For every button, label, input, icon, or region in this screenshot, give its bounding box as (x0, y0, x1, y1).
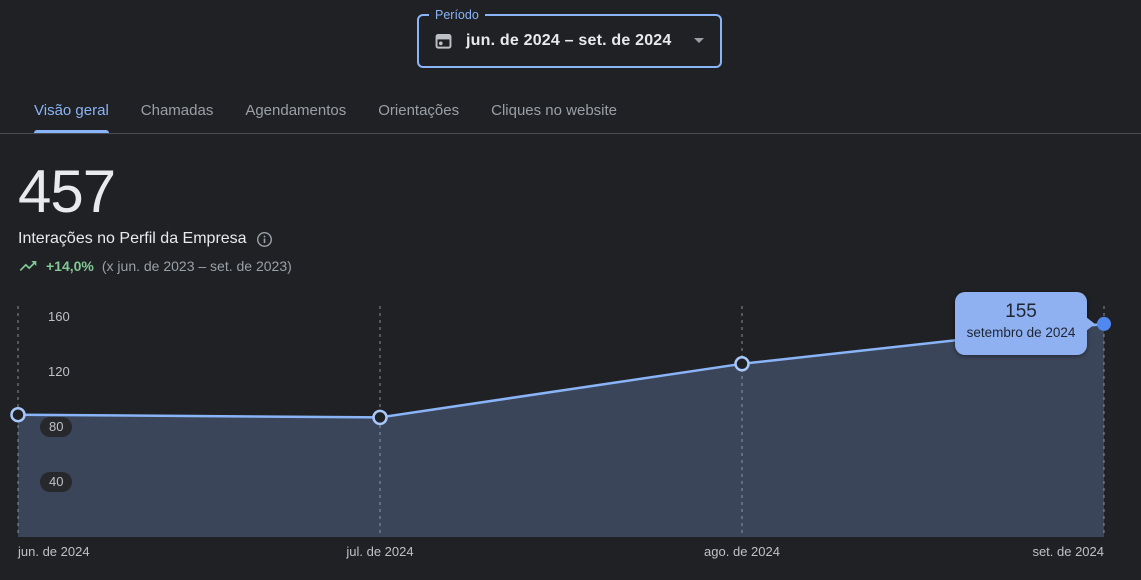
calendar-icon (435, 34, 452, 49)
data-point-ago-de-2024[interactable] (734, 356, 750, 372)
x-axis-label: ago. de 2024 (704, 544, 780, 559)
tab-visao-geral[interactable]: Visão geral (34, 102, 109, 133)
y-axis-tick: 160 (48, 309, 70, 325)
tooltip-date: setembro de 2024 (966, 324, 1076, 340)
chart-area-fill (18, 323, 1104, 537)
chart-tooltip: 155 setembro de 2024 (955, 291, 1095, 355)
x-axis-label: jun. de 2024 (18, 544, 90, 559)
trending-up-icon (19, 261, 37, 271)
metric-total: 457 (18, 158, 116, 225)
info-icon[interactable] (256, 231, 273, 248)
trend-percentage: +14,0% (46, 258, 94, 274)
comparison-period: (x jun. de 2023 – set. de 2023) (101, 258, 292, 274)
metric-label: Interações no Perfil da Empresa (18, 230, 247, 247)
interactions-chart: 160 120 80 40 jun. de 2024 jul. de 2024 … (10, 291, 1111, 559)
chart-line (17, 322, 1105, 419)
period-picker[interactable]: Período jun. de 2024 – set. de 2024 (417, 8, 722, 68)
dropdown-arrow-icon (694, 38, 704, 43)
period-value: jun. de 2024 – set. de 2024 (466, 31, 672, 49)
period-label: Período (435, 8, 479, 22)
tab-cliques-no-website[interactable]: Cliques no website (491, 102, 618, 119)
data-point-jul-de-2024[interactable] (372, 409, 388, 426)
tooltip-value: 155 (1005, 300, 1037, 322)
tab-orientacoes[interactable]: Orientações (378, 102, 460, 119)
area-chart (10, 306, 1111, 537)
tab-chamadas[interactable]: Chamadas (140, 102, 214, 119)
y-axis-tick: 40 (40, 472, 73, 492)
x-axis-label: set. de 2024 (1032, 544, 1104, 559)
tab-bar: Visão geral Chamadas Agendamentos Orient… (0, 97, 1141, 134)
data-point-set-de-2024[interactable] (1097, 316, 1111, 331)
data-point-jun-de-2024[interactable] (10, 406, 26, 423)
tab-agendamentos[interactable]: Agendamentos (245, 102, 347, 119)
x-axis-label: jul. de 2024 (346, 544, 414, 559)
y-axis-tick: 80 (40, 417, 73, 438)
y-axis-tick: 120 (48, 364, 70, 380)
